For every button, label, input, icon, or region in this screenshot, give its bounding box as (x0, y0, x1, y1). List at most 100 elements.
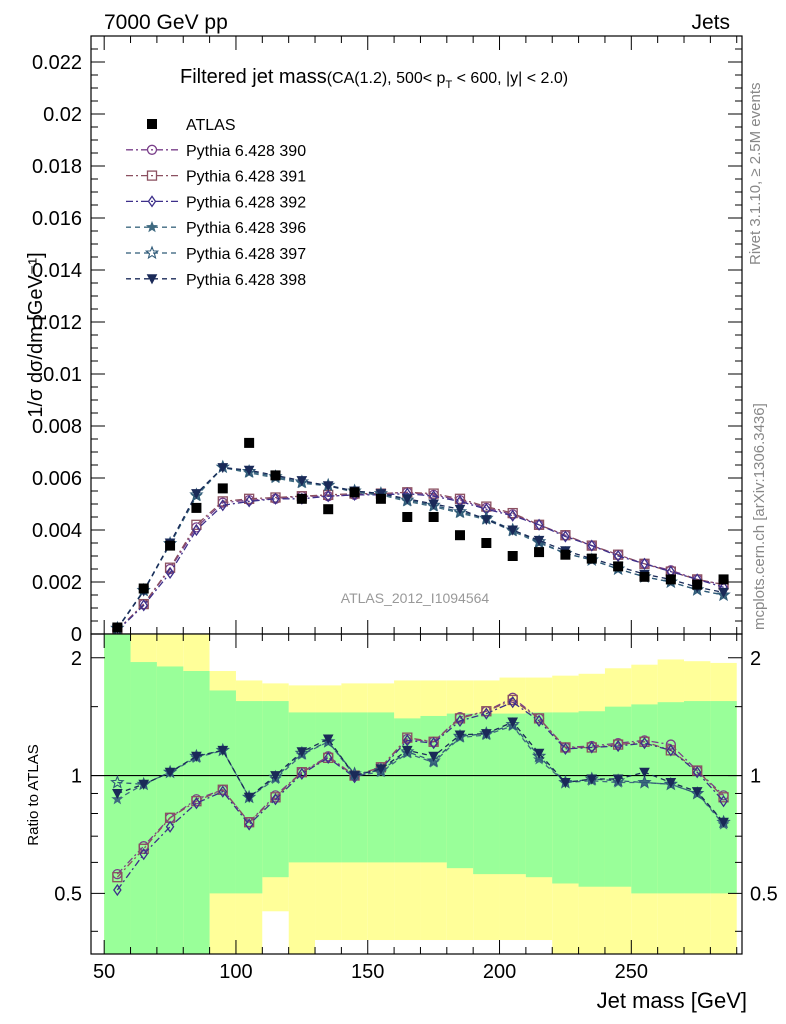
band-gap (262, 911, 289, 954)
ratio-series-point (613, 739, 623, 753)
ratio-series-point (561, 742, 570, 756)
ratio-series-point (270, 771, 281, 782)
ratio-series-point (165, 820, 175, 833)
inner-uncertainty-band (604, 706, 632, 887)
series-line (116, 491, 724, 631)
data-point (191, 502, 202, 513)
ratio-series-line (116, 699, 725, 878)
ratio-series-point (666, 744, 676, 757)
x-tick-label: 200 (483, 961, 516, 983)
series-point (243, 465, 255, 476)
legend-marker (146, 274, 158, 285)
legend-marker (147, 119, 157, 129)
series-point (243, 493, 255, 504)
ratio-series-point (110, 775, 125, 789)
ratio-series-point (271, 793, 280, 806)
legend: ATLAS Pythia 6.428 390 Pythia 6.428 391 Pyt… (126, 117, 306, 289)
series-point (640, 557, 649, 570)
series-point (217, 463, 229, 474)
y-tick-label-right: 2 (750, 648, 761, 670)
analysis-watermark: ATLAS_2012_I1094564 (341, 590, 490, 606)
series-point (534, 518, 544, 531)
chart-title-main: Filtered jet mass (180, 66, 327, 88)
series-point (508, 509, 517, 522)
ratio-series-point (164, 767, 176, 778)
series-point (271, 492, 280, 505)
mcplots-label: mcplots.cern.ch [arXiv:1306.3436] (751, 403, 768, 630)
ratio-series-point (507, 717, 519, 728)
main-panel: 0 0.002 0.004 0.006 0.008 0.01 0.012 0.014 0.016… (25, 35, 743, 646)
ratio-series-point (270, 792, 281, 803)
series-point (218, 499, 228, 512)
legend-label: Pythia 6.428 391 (186, 169, 306, 186)
y-tick-label: 0.5 (54, 883, 82, 905)
data-point (534, 547, 545, 558)
ratio-series-point (637, 774, 652, 789)
ratio-series-point (113, 883, 122, 897)
chart-title-subscript: T (445, 79, 452, 91)
data-point (692, 579, 703, 590)
data-point (665, 574, 676, 585)
inner-uncertainty-band (499, 713, 526, 875)
x-tick-label: 100 (219, 961, 252, 983)
series-point (191, 519, 202, 530)
ratio-series-point (640, 737, 649, 750)
y-tick-label: 0.022 (32, 52, 82, 74)
ratio-series-point (718, 792, 729, 803)
main-x-axis (103, 36, 738, 634)
ratio-series-point (482, 707, 491, 720)
ratio-series-point (192, 797, 201, 810)
ratio-series-point (719, 795, 728, 808)
ratio-series-point (531, 748, 547, 763)
y-tick-label: 0.014 (32, 260, 82, 282)
data-point (138, 583, 149, 594)
data-point (507, 551, 518, 561)
series-point (507, 525, 519, 536)
ratio-series-point (454, 730, 466, 741)
data-point (375, 493, 386, 504)
data-point (613, 561, 624, 572)
y-tick-label: 2 (71, 648, 82, 670)
data-point (323, 504, 334, 515)
series-point (613, 549, 623, 563)
ratio-series-point (533, 748, 545, 759)
legend-marker (146, 144, 158, 155)
ratio-series-point (243, 817, 255, 828)
legend-marker (145, 220, 159, 233)
ratio-series-point (691, 787, 703, 798)
x-tick-label: 150 (351, 961, 384, 983)
ratio-series-point (191, 751, 202, 762)
series-point (296, 476, 308, 487)
inner-uncertainty-band (341, 712, 368, 863)
chart-title-detail-end: < 600, |y| < 2.0) (452, 70, 568, 87)
ratio-series-point (534, 714, 544, 727)
y-tick-label: 0.02 (43, 104, 82, 126)
data-point (112, 622, 123, 633)
y-tick-label: 0.008 (32, 416, 82, 438)
ratio-series-point (481, 729, 492, 740)
process-label: Jets (691, 11, 730, 34)
data-point (481, 538, 492, 548)
series-line (116, 491, 724, 631)
ratio-series-point (375, 764, 387, 775)
inner-uncertainty-band (631, 704, 658, 894)
ratio-series-point (665, 739, 676, 750)
y-tick-label: 1 (71, 766, 82, 788)
main-y-axis-label: 1/σ dσ/dm [GeV⁻¹] (25, 252, 47, 417)
legend-label: Pythia 6.428 392 (186, 194, 306, 211)
ratio-series-point (428, 751, 439, 762)
data-point (428, 512, 439, 522)
y-tick-label: 0.002 (32, 572, 82, 594)
ratio-panel-frame (90, 633, 743, 955)
ratio-series-point (508, 696, 517, 709)
ratio-series-point (665, 778, 677, 789)
series-point (323, 490, 333, 503)
series-point (217, 496, 228, 507)
ratio-series-line (116, 701, 725, 891)
ratio-series-point (692, 765, 703, 776)
ratio-series-point (426, 753, 441, 768)
y-tick-label: 0.012 (32, 312, 82, 334)
x-axis-label: Jet mass [GeV] (597, 988, 747, 1013)
series-point (322, 481, 334, 492)
data-point (718, 574, 729, 585)
